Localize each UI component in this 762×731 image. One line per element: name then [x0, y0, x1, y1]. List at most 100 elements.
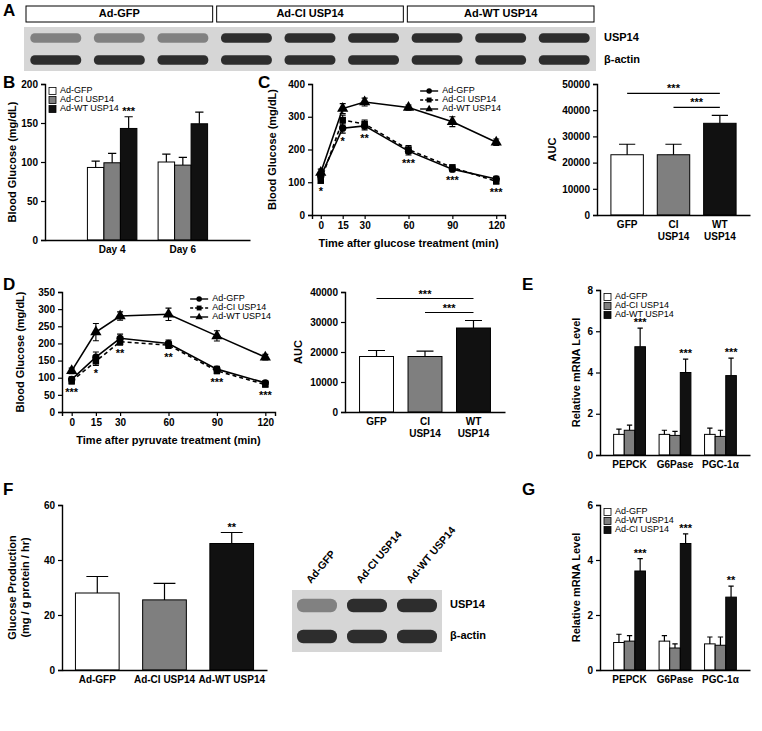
bar: [726, 597, 737, 670]
y-tick-label: 0: [299, 210, 305, 221]
error-bar: [154, 583, 176, 600]
x-axis: Ad-GFPAd-CI USP14Ad-WT USP14: [63, 670, 268, 685]
blot-background: [292, 590, 442, 652]
error-bar: [86, 577, 108, 594]
blot-band: [347, 599, 387, 613]
bar: [360, 357, 394, 413]
y-tick: 4: [587, 555, 600, 566]
legend: Ad-GFPAd-CI USP14Ad-WT USP14: [49, 85, 119, 113]
figure: AUSP14β-actinAd-GFPAd-CI USP14Ad-WT USP1…: [0, 0, 762, 731]
blot-background: [24, 27, 596, 71]
y-tick-label: 0: [584, 210, 590, 221]
text-line: G6Pase: [657, 674, 694, 685]
y-tick: 0: [32, 235, 45, 246]
y-tick: 150: [21, 118, 45, 129]
x-tick: PGC-1α: [702, 670, 740, 685]
error-bar: [665, 144, 681, 154]
significance-label: ***: [490, 186, 504, 198]
text-line: CI: [420, 416, 430, 427]
x-tick-mark: [120, 412, 121, 416]
legend-marker: [195, 313, 202, 319]
x-tick-mark: [168, 412, 169, 416]
error-bar: [362, 120, 368, 128]
bar: [143, 600, 187, 670]
blot-band: [221, 55, 272, 65]
blot-band: [348, 55, 399, 65]
blot-band: [30, 55, 81, 65]
x-tick-mark: [496, 215, 497, 219]
text-line: PGC-1α: [702, 674, 740, 685]
legend-label: Ad-CI USP14: [615, 524, 669, 534]
y-tick: 0: [299, 210, 312, 221]
x-tick: 90: [212, 412, 224, 428]
significance-label: *: [319, 185, 324, 197]
point-marker: [447, 115, 458, 125]
y-tick-mark: [593, 215, 597, 216]
y-axis: 0204060: [44, 500, 63, 676]
y-axis: 02468: [587, 285, 600, 461]
blot-row-label: USP14: [604, 31, 640, 43]
error-bar: [662, 636, 667, 642]
error-bar: [707, 428, 712, 434]
y-tick-mark: [596, 505, 600, 506]
x-tick: GFP: [617, 215, 638, 230]
blot-band: [347, 630, 387, 644]
y-tick: 200: [21, 79, 45, 90]
y-tick-mark: [58, 412, 62, 413]
blot: [24, 6, 596, 71]
bar: [120, 128, 136, 240]
y-tick-mark: [596, 414, 600, 415]
bar: [75, 593, 119, 670]
significance-label: ***: [210, 376, 224, 388]
significance-label: ***: [259, 389, 273, 401]
significance-label: ***: [65, 386, 79, 398]
error-bar: [465, 321, 482, 329]
y-tick-mark: [341, 292, 345, 293]
plot-marks: [87, 112, 207, 240]
x-tick: CIUSP14: [658, 215, 690, 242]
x-axis: PEPCKG6PasePGC-1α: [601, 455, 751, 470]
plot-texts: *************: [319, 132, 504, 198]
y-tick: 0: [587, 450, 600, 461]
bar: [657, 155, 689, 215]
y-axis-title: Blood Glucose (mg/dL): [6, 101, 18, 222]
text-line: Relative mRNA Level: [570, 318, 582, 428]
plot-marks: [614, 328, 737, 455]
error-bar: [417, 351, 434, 356]
y-tick-label: 4: [587, 367, 593, 378]
x-tick: WTUSP14: [458, 412, 490, 439]
y-axis-title: Blood Glucose (mg/dL): [14, 291, 26, 412]
bar: [705, 644, 716, 670]
y-tick-label: 40000: [562, 105, 590, 116]
significance-label: **: [116, 347, 125, 359]
legend-swatch: [604, 527, 611, 534]
point-marker: [339, 117, 345, 123]
legend-label: Ad-WT USP14: [615, 309, 674, 319]
y-tick-mark: [596, 455, 600, 456]
x-tick: PGC-1α: [702, 455, 740, 470]
text-line: Blood Glucose (mg/dL): [266, 89, 278, 210]
text-line: CI: [669, 219, 679, 230]
x-axis: GFPCIUSP14WTUSP14: [598, 215, 751, 242]
blot-band: [285, 55, 336, 65]
y-axis: 050100150200250300350: [38, 287, 62, 418]
y-tick-mark: [58, 360, 62, 361]
x-tick-label: 60: [163, 417, 175, 428]
y-tick: 100: [21, 157, 45, 168]
bar: [659, 434, 670, 455]
text-line: Ad-CI USP14: [134, 674, 196, 685]
text-line: USP14: [658, 231, 690, 242]
point-marker: [449, 164, 455, 170]
x-tick: 0: [318, 215, 324, 231]
x-tick-label: PEPCK: [612, 674, 647, 685]
plot-marks: [360, 321, 491, 413]
x-tick: 60: [403, 215, 415, 231]
y-tick-mark: [58, 343, 62, 344]
error-bar: [125, 117, 133, 129]
error-bar: [493, 179, 499, 184]
error-bar: [108, 153, 116, 162]
y-tick-label: 0: [332, 407, 338, 418]
y-tick-label: 350: [38, 287, 55, 298]
x-tick-mark: [321, 215, 322, 219]
x-tick: 30: [360, 215, 372, 231]
